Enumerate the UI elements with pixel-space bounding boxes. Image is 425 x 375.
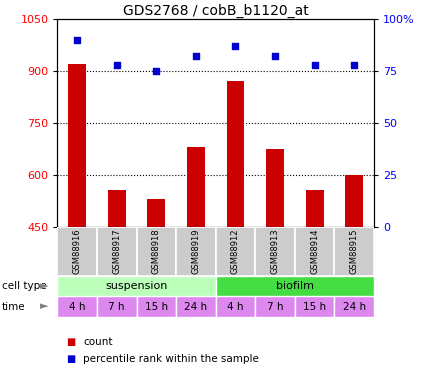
Text: GSM88916: GSM88916 — [73, 228, 82, 274]
Bar — [57, 296, 97, 317]
Text: ■: ■ — [66, 337, 75, 347]
Bar — [187, 147, 205, 227]
Text: GSM88913: GSM88913 — [271, 228, 280, 274]
Text: 24 h: 24 h — [343, 302, 366, 312]
Text: 15 h: 15 h — [303, 302, 326, 312]
Bar — [227, 81, 244, 227]
Bar — [136, 227, 176, 276]
Bar — [97, 227, 136, 276]
Text: 24 h: 24 h — [184, 302, 207, 312]
Text: count: count — [83, 337, 112, 347]
Bar — [255, 227, 295, 276]
Text: 4 h: 4 h — [69, 302, 85, 312]
Bar — [295, 227, 334, 276]
Text: cell type: cell type — [2, 281, 47, 291]
Bar — [334, 296, 374, 317]
Bar — [255, 296, 295, 317]
Bar — [68, 64, 86, 227]
Text: GSM88915: GSM88915 — [350, 228, 359, 274]
Text: time: time — [2, 302, 26, 312]
Point — [311, 62, 318, 68]
Bar — [57, 227, 97, 276]
Bar — [97, 296, 136, 317]
Bar — [295, 296, 334, 317]
Bar — [108, 190, 126, 227]
Point — [153, 68, 160, 74]
Text: 7 h: 7 h — [267, 302, 283, 312]
Bar — [345, 175, 363, 227]
Bar — [176, 227, 215, 276]
Text: biofilm: biofilm — [276, 281, 314, 291]
Bar — [57, 276, 215, 296]
Text: ■: ■ — [66, 354, 75, 364]
Text: 7 h: 7 h — [108, 302, 125, 312]
Text: GSM88919: GSM88919 — [191, 228, 201, 274]
Point — [272, 53, 278, 59]
Bar — [306, 190, 323, 227]
Bar — [215, 227, 255, 276]
Text: 4 h: 4 h — [227, 302, 244, 312]
Bar — [334, 227, 374, 276]
Text: ►: ► — [40, 302, 49, 312]
Text: GSM88914: GSM88914 — [310, 228, 319, 274]
Point — [193, 53, 199, 59]
Point — [113, 62, 120, 68]
Text: GSM88918: GSM88918 — [152, 228, 161, 274]
Title: GDS2768 / cobB_b1120_at: GDS2768 / cobB_b1120_at — [123, 4, 309, 18]
Bar — [215, 276, 374, 296]
Bar — [176, 296, 215, 317]
Text: 15 h: 15 h — [145, 302, 168, 312]
Text: GSM88912: GSM88912 — [231, 228, 240, 274]
Text: percentile rank within the sample: percentile rank within the sample — [83, 354, 259, 364]
Text: ►: ► — [40, 281, 49, 291]
Text: suspension: suspension — [105, 281, 168, 291]
Bar — [215, 296, 255, 317]
Bar — [136, 296, 176, 317]
Point — [232, 43, 239, 49]
Point — [74, 36, 81, 42]
Bar — [147, 199, 165, 227]
Point — [351, 62, 357, 68]
Text: GSM88917: GSM88917 — [112, 228, 121, 274]
Bar — [266, 149, 284, 227]
